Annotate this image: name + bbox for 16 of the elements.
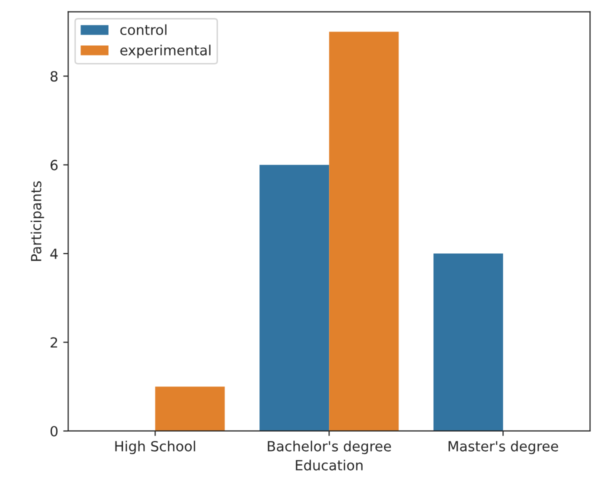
x-tick-label: Bachelor's degree xyxy=(268,440,391,454)
y-axis-title: Participants xyxy=(30,181,44,261)
y-tick-label: 0 xyxy=(50,426,58,436)
bar xyxy=(433,254,504,431)
bar xyxy=(260,164,330,431)
x-tick-label: Master's degree xyxy=(448,440,558,454)
y-tick-label: 4 xyxy=(50,248,58,259)
x-axis-title: Education xyxy=(296,460,363,470)
y-tick-label: 8 xyxy=(50,71,58,82)
bar xyxy=(329,32,399,431)
y-tick-label: 2 xyxy=(50,337,58,348)
y-tick-label: 6 xyxy=(50,160,58,170)
x-tick-label: High School xyxy=(115,440,196,454)
bar xyxy=(155,386,225,431)
legend-label: experimental xyxy=(120,44,210,58)
legend-label: control xyxy=(120,24,166,36)
